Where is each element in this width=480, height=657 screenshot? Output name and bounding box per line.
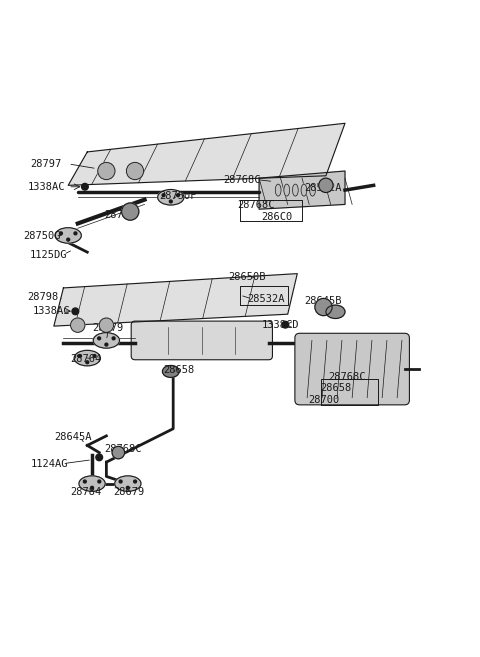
Circle shape (177, 194, 180, 196)
Text: 28750G: 28750G (23, 231, 60, 241)
Circle shape (98, 162, 115, 179)
Text: 28532A: 28532A (304, 183, 342, 193)
Circle shape (67, 238, 70, 241)
Text: 1338CD: 1338CD (262, 320, 299, 330)
Circle shape (162, 194, 165, 196)
Ellipse shape (157, 189, 184, 205)
Circle shape (98, 337, 101, 340)
Circle shape (119, 480, 122, 483)
Text: 28645B: 28645B (304, 296, 342, 306)
Text: 28768C: 28768C (238, 200, 275, 210)
Circle shape (82, 183, 88, 190)
Circle shape (84, 480, 86, 483)
Text: 28679: 28679 (114, 487, 145, 497)
FancyBboxPatch shape (131, 321, 273, 360)
Text: 28798: 28798 (28, 292, 59, 302)
Circle shape (74, 232, 77, 235)
Text: 28797: 28797 (30, 159, 61, 169)
Circle shape (79, 355, 82, 357)
Text: 28768C: 28768C (328, 372, 366, 382)
Ellipse shape (162, 365, 179, 377)
Text: 28750F: 28750F (159, 191, 196, 201)
Circle shape (86, 361, 89, 364)
Circle shape (121, 203, 139, 220)
Text: 28784: 28784 (71, 487, 102, 497)
Ellipse shape (115, 476, 141, 491)
Ellipse shape (79, 476, 105, 491)
Text: 1125DG: 1125DG (30, 250, 68, 260)
Circle shape (98, 480, 101, 483)
Circle shape (315, 298, 332, 315)
Ellipse shape (55, 228, 81, 243)
Text: 28645A: 28645A (54, 432, 91, 442)
Circle shape (169, 200, 172, 203)
Text: 28764: 28764 (71, 353, 102, 363)
Circle shape (71, 318, 85, 332)
Text: 28658: 28658 (320, 384, 351, 394)
Circle shape (60, 232, 62, 235)
FancyBboxPatch shape (295, 333, 409, 405)
Text: 286C0: 286C0 (262, 212, 293, 222)
Circle shape (282, 321, 288, 328)
Polygon shape (54, 273, 297, 326)
Circle shape (93, 355, 96, 357)
Ellipse shape (74, 350, 100, 366)
Text: 1338AC: 1338AC (33, 306, 70, 316)
Circle shape (105, 343, 108, 346)
Circle shape (126, 162, 144, 179)
Text: 28679: 28679 (92, 323, 123, 332)
Text: 28787: 28787 (104, 210, 135, 220)
Text: 28768C: 28768C (104, 443, 142, 454)
Text: 28700: 28700 (308, 396, 339, 405)
Polygon shape (68, 124, 345, 185)
Circle shape (72, 308, 79, 315)
Ellipse shape (292, 184, 298, 196)
Text: 28650B: 28650B (228, 272, 265, 282)
Circle shape (96, 454, 103, 461)
Ellipse shape (301, 184, 307, 196)
Circle shape (319, 178, 333, 193)
Text: 28658: 28658 (164, 365, 195, 376)
Ellipse shape (284, 184, 289, 196)
Text: 1124AG: 1124AG (31, 459, 69, 468)
Polygon shape (259, 171, 345, 209)
Ellipse shape (93, 332, 120, 348)
Circle shape (112, 337, 115, 340)
Circle shape (91, 486, 94, 489)
Circle shape (133, 480, 136, 483)
Text: 28768C: 28768C (223, 175, 261, 185)
Text: 1338AC: 1338AC (28, 182, 65, 192)
Circle shape (99, 318, 114, 332)
Ellipse shape (310, 184, 315, 196)
Circle shape (112, 446, 124, 459)
Ellipse shape (276, 184, 281, 196)
Text: 28532A: 28532A (247, 294, 285, 304)
Ellipse shape (326, 305, 345, 319)
Circle shape (126, 486, 129, 489)
